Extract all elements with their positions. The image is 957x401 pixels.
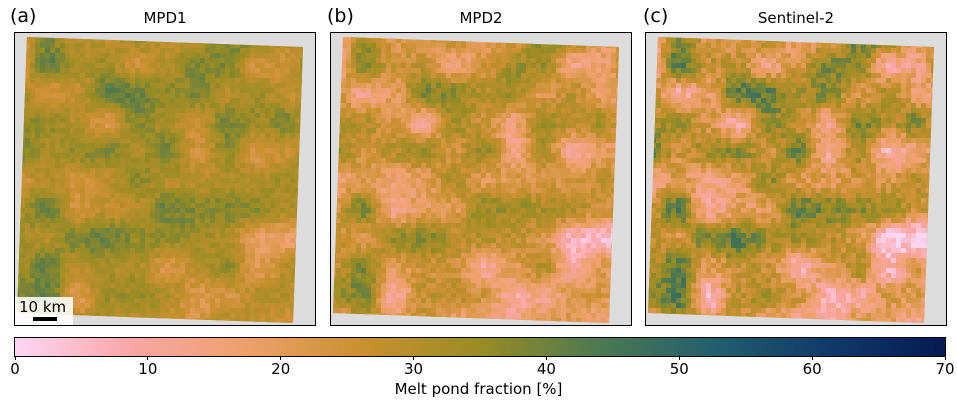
colorbar-tick-label: 20	[271, 360, 291, 378]
colorbar-tick-label: 0	[10, 360, 20, 378]
colorbar-tick	[14, 356, 16, 360]
colorbar-tick-label: 70	[935, 360, 955, 378]
colorbar-title: Melt pond fraction [%]	[394, 380, 563, 398]
map-cells	[17, 37, 303, 323]
panel-c-title: Sentinel-2	[757, 9, 835, 27]
map-panel-c	[645, 32, 947, 326]
colorbar-tick-label: 50	[669, 360, 689, 378]
colorbar-tick	[678, 356, 680, 360]
panel-b-letter: (b)	[327, 5, 354, 27]
colorbar-tick-label: 30	[404, 360, 424, 378]
colorbar-tick-label: 10	[138, 360, 158, 378]
colorbar-tick	[944, 356, 946, 360]
map-c-raster	[648, 37, 934, 323]
map-panel-a: 10 km	[14, 32, 316, 326]
map-cells	[333, 37, 619, 323]
colorbar-tick	[811, 356, 813, 360]
colorbar-tick-label: 40	[536, 360, 556, 378]
panel-c-letter: (c)	[643, 5, 669, 27]
scale-bar: 10 km	[15, 297, 73, 325]
map-cells	[648, 37, 934, 323]
colorbar-tick	[413, 356, 415, 360]
colorbar-tick	[280, 356, 282, 360]
colorbar-tick	[147, 356, 149, 360]
scale-bar-label: 10 km	[19, 298, 67, 316]
map-panel-b	[330, 32, 632, 326]
panel-b-title: MPD2	[459, 9, 503, 27]
scale-bar-line	[33, 317, 57, 321]
colorbar-tick-label: 60	[802, 360, 822, 378]
colorbar-tick	[545, 356, 547, 360]
map-b-raster	[333, 37, 619, 323]
panel-a-letter: (a)	[10, 5, 37, 27]
colorbar	[14, 337, 946, 357]
panel-a-title: MPD1	[143, 9, 187, 27]
map-a-raster	[17, 37, 303, 323]
